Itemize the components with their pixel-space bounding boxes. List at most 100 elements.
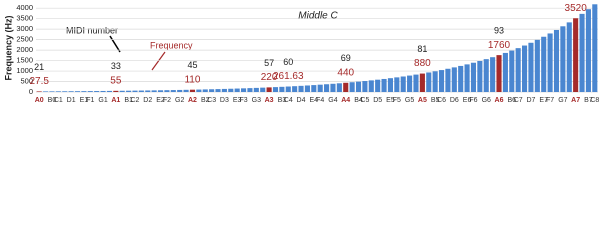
y-tick-label: 0 bbox=[29, 87, 33, 96]
bar bbox=[509, 50, 515, 92]
x-tick-label: D3 bbox=[220, 97, 229, 104]
value-label: 55 bbox=[110, 75, 122, 86]
x-tick-label: A1 bbox=[111, 97, 120, 104]
bar bbox=[94, 91, 100, 92]
bar bbox=[547, 33, 553, 92]
x-tick-label: F6 bbox=[469, 97, 477, 104]
bar bbox=[368, 80, 374, 92]
bar bbox=[445, 68, 451, 92]
x-tick-label: G4 bbox=[328, 97, 337, 104]
bar bbox=[36, 91, 42, 92]
x-tick-label: B2 bbox=[201, 97, 210, 104]
y-tick-label: 3500 bbox=[16, 14, 33, 23]
arrow bbox=[109, 35, 121, 53]
y-axis-title: Frequency (Hz) bbox=[3, 15, 13, 80]
value-label: 220 bbox=[261, 72, 278, 83]
x-tick-label: G6 bbox=[482, 97, 491, 104]
bar bbox=[292, 86, 298, 92]
value-label: 3520 bbox=[565, 3, 588, 14]
bar bbox=[407, 75, 413, 92]
bar bbox=[522, 45, 528, 92]
x-tick-label: B5 bbox=[431, 97, 440, 104]
bar bbox=[285, 86, 291, 92]
bar bbox=[317, 84, 323, 92]
x-tick-label: D7 bbox=[526, 97, 535, 104]
midi-label: 81 bbox=[417, 44, 427, 54]
x-tick-label: A5 bbox=[418, 97, 427, 104]
y-tick-label: 4000 bbox=[16, 3, 33, 12]
bar bbox=[215, 89, 221, 92]
bar bbox=[234, 88, 240, 92]
x-tick-label: E2 bbox=[156, 97, 165, 104]
bar bbox=[138, 90, 144, 92]
bar bbox=[145, 90, 151, 92]
x-tick-label: A3 bbox=[265, 97, 274, 104]
x-tick-label: B4 bbox=[354, 97, 363, 104]
bar bbox=[183, 89, 189, 92]
x-tick-label: B1 bbox=[124, 97, 133, 104]
x-tick-label: D5 bbox=[373, 97, 382, 104]
bar bbox=[304, 85, 310, 92]
bar bbox=[579, 13, 585, 92]
bar bbox=[62, 91, 68, 92]
bar bbox=[266, 87, 272, 92]
value-label: 1760 bbox=[488, 40, 511, 51]
bar bbox=[157, 90, 164, 92]
midi-label: 33 bbox=[111, 61, 121, 71]
bar bbox=[221, 88, 227, 92]
x-tick-label: C7 bbox=[514, 97, 523, 104]
bar bbox=[470, 62, 477, 92]
bar bbox=[477, 60, 483, 92]
bar bbox=[413, 74, 419, 92]
bar bbox=[260, 87, 266, 92]
bar bbox=[311, 85, 317, 92]
bar bbox=[566, 22, 572, 92]
bar bbox=[43, 91, 49, 92]
bar bbox=[113, 90, 119, 92]
bar bbox=[119, 90, 125, 92]
bar bbox=[324, 84, 330, 92]
x-tick-label: D2 bbox=[143, 97, 152, 104]
bar bbox=[164, 90, 170, 92]
bar bbox=[126, 90, 132, 92]
bar bbox=[362, 81, 368, 92]
annotation: Middle C bbox=[298, 11, 338, 22]
bar bbox=[375, 79, 381, 92]
x-tick-label: D6 bbox=[450, 97, 459, 104]
x-tick-label: C5 bbox=[360, 97, 369, 104]
x-tick-label: B0 bbox=[48, 97, 57, 104]
x-tick-label: G2 bbox=[175, 97, 184, 104]
x-tick-label: C2 bbox=[131, 97, 140, 104]
x-tick-label: E1 bbox=[80, 97, 89, 104]
x-tick-label: E3 bbox=[233, 97, 242, 104]
bar bbox=[426, 72, 432, 92]
x-tick-label: F7 bbox=[546, 97, 554, 104]
bar bbox=[490, 57, 496, 92]
bar bbox=[170, 90, 176, 92]
bar bbox=[177, 89, 183, 92]
x-tick-label: G7 bbox=[558, 97, 567, 104]
chart: Frequency (Hz) Middle C MIDI number Freq… bbox=[3, 3, 599, 104]
value-label: 880 bbox=[414, 58, 431, 69]
bar bbox=[151, 90, 157, 92]
midi-label: 69 bbox=[341, 53, 351, 63]
x-tick-label: E4 bbox=[310, 97, 319, 104]
bar bbox=[74, 91, 81, 92]
x-tick-label: C6 bbox=[437, 97, 446, 104]
midi-label: 93 bbox=[494, 25, 504, 35]
bar bbox=[100, 90, 106, 92]
x-tick-label: A7 bbox=[571, 97, 580, 104]
annotation: Frequency bbox=[150, 40, 193, 50]
y-tick-label: 1500 bbox=[16, 56, 33, 65]
x-tick-label: A0 bbox=[35, 97, 44, 104]
midi-label: 21 bbox=[34, 62, 44, 72]
bar bbox=[464, 64, 470, 92]
bar bbox=[502, 52, 508, 92]
bar bbox=[343, 82, 349, 92]
x-tick-label: F3 bbox=[239, 97, 247, 104]
value-label: 27.5 bbox=[29, 76, 49, 87]
bar bbox=[560, 26, 566, 92]
x-tick-label: F5 bbox=[393, 97, 401, 104]
bar bbox=[400, 76, 406, 92]
bar bbox=[483, 59, 489, 92]
